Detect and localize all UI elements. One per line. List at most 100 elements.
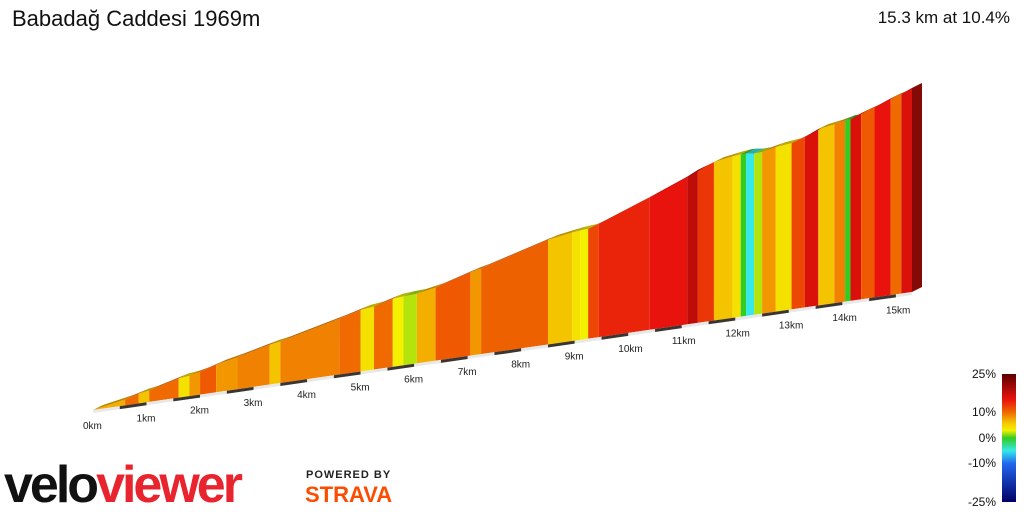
profile-segment bbox=[818, 124, 835, 306]
ruler-band bbox=[173, 394, 201, 402]
profile-segment-top bbox=[237, 339, 280, 358]
distance-tick-label: 8km bbox=[511, 359, 530, 370]
profile-segment-top bbox=[572, 225, 591, 233]
distance-tick-label: 5km bbox=[351, 382, 370, 393]
profile-segment bbox=[481, 239, 548, 355]
profile-segment bbox=[713, 156, 733, 321]
ruler-band bbox=[628, 329, 656, 336]
ruler-band bbox=[521, 344, 548, 352]
veloviewer-logo: veloviewer bbox=[4, 456, 243, 512]
profile-top-surface bbox=[93, 83, 922, 410]
distance-tick-label: 4km bbox=[297, 390, 316, 401]
profile-segment-top bbox=[481, 234, 558, 269]
ruler-band bbox=[93, 406, 120, 413]
profile-segment-top bbox=[470, 263, 492, 273]
strava-logo: STRAVA bbox=[305, 482, 392, 507]
branding: veloviewer POWERED BY STRAVA bbox=[4, 456, 392, 512]
ruler-band bbox=[869, 294, 896, 302]
profile-segment bbox=[775, 143, 792, 312]
ruler-band bbox=[119, 402, 147, 410]
ruler-band bbox=[253, 383, 281, 390]
profile-segment-top bbox=[598, 192, 660, 224]
profile-side-faces bbox=[93, 83, 922, 410]
profile-segment bbox=[269, 341, 281, 385]
elevation-profile-chart: 0km 1km 2km 3km 4km 5km 6km 7km 8km 9km 10km 11km 12… bbox=[83, 83, 922, 432]
ruler-band bbox=[414, 359, 441, 367]
profile-segment bbox=[861, 107, 875, 300]
profile-segment-top bbox=[713, 151, 743, 163]
profile-segment bbox=[791, 136, 805, 310]
profile-segment bbox=[548, 232, 573, 345]
profile-end-cap bbox=[912, 83, 922, 292]
distance-tick-label: 6km bbox=[404, 375, 423, 386]
distance-tick-label: 9km bbox=[565, 352, 584, 363]
gradient-colorbar bbox=[1002, 374, 1016, 502]
profile-segment bbox=[392, 296, 404, 367]
profile-segment-top bbox=[548, 227, 583, 240]
ruler-band bbox=[333, 371, 361, 379]
profile-segment-top bbox=[149, 373, 189, 391]
profile-segment-top bbox=[775, 138, 802, 148]
profile-segment-top bbox=[732, 149, 751, 157]
profile-segment bbox=[470, 268, 482, 356]
profile-segment bbox=[588, 223, 599, 339]
profile-segment-top bbox=[740, 148, 757, 155]
ruler-band bbox=[601, 332, 629, 340]
profile-segment bbox=[200, 364, 217, 395]
colorbar-rect bbox=[1002, 374, 1016, 502]
profile-segment-top bbox=[901, 83, 922, 95]
distance-tick-label: 14km bbox=[832, 313, 856, 324]
profile-segment-top bbox=[580, 223, 599, 231]
profile-segment-top bbox=[416, 282, 446, 294]
profile-segment-top bbox=[403, 288, 427, 297]
profile-segment bbox=[845, 119, 851, 302]
distance-tick-label: 10km bbox=[618, 344, 642, 355]
profile-segment-top bbox=[687, 165, 708, 177]
distance-tick-label: 1km bbox=[137, 413, 156, 424]
ruler-band bbox=[467, 352, 495, 360]
powered-by-label: POWERED BY bbox=[306, 469, 391, 481]
distance-tick-label: 15km bbox=[886, 305, 910, 316]
profile-segment-top bbox=[216, 352, 248, 365]
profile-segment bbox=[740, 153, 747, 317]
profile-segment-top bbox=[754, 146, 773, 154]
distance-tick-label: 12km bbox=[725, 328, 749, 339]
profile-segment bbox=[850, 113, 862, 301]
distance-ruler bbox=[93, 292, 912, 413]
profile-segment-top bbox=[125, 388, 149, 400]
distance-tick-label: 13km bbox=[779, 321, 803, 332]
profile-segment bbox=[216, 357, 238, 393]
profile-segment bbox=[572, 230, 581, 341]
distance-tick-label: 2km bbox=[190, 406, 209, 417]
profile-segment bbox=[237, 344, 270, 390]
profile-segment bbox=[874, 98, 891, 298]
profile-segment bbox=[649, 176, 688, 330]
ruler-band bbox=[387, 363, 415, 371]
distance-tick-label: 3km bbox=[244, 398, 263, 409]
ruler-band bbox=[307, 375, 334, 383]
profile-segment-top bbox=[93, 394, 136, 410]
profile-segment bbox=[178, 375, 190, 398]
legend-label-neg25: -25% bbox=[967, 495, 996, 509]
profile-segment-top bbox=[269, 336, 291, 345]
distance-tick-label: 11km bbox=[672, 336, 696, 347]
profile-segment-top bbox=[649, 171, 698, 198]
ruler-band bbox=[842, 298, 870, 306]
ruler-band bbox=[548, 340, 575, 348]
page-title: Babadağ Caddesi 1969m bbox=[12, 6, 261, 31]
profile-segment-top bbox=[200, 359, 227, 372]
profile-segment-top bbox=[392, 291, 414, 299]
climb-summary: 15.3 km at 10.4% bbox=[877, 8, 1010, 27]
profile-segment bbox=[732, 154, 741, 318]
ruler-band bbox=[494, 348, 522, 356]
ruler-band bbox=[280, 379, 308, 387]
profile-segment bbox=[138, 390, 150, 404]
ruler-band bbox=[574, 336, 602, 344]
profile-segment-top bbox=[374, 293, 403, 307]
profile-segment bbox=[834, 120, 846, 304]
ruler-band bbox=[655, 325, 682, 333]
profile-segment bbox=[580, 228, 589, 340]
profile-segment-top bbox=[339, 304, 371, 319]
ruler-band bbox=[762, 309, 789, 317]
profile-segment bbox=[901, 88, 912, 294]
